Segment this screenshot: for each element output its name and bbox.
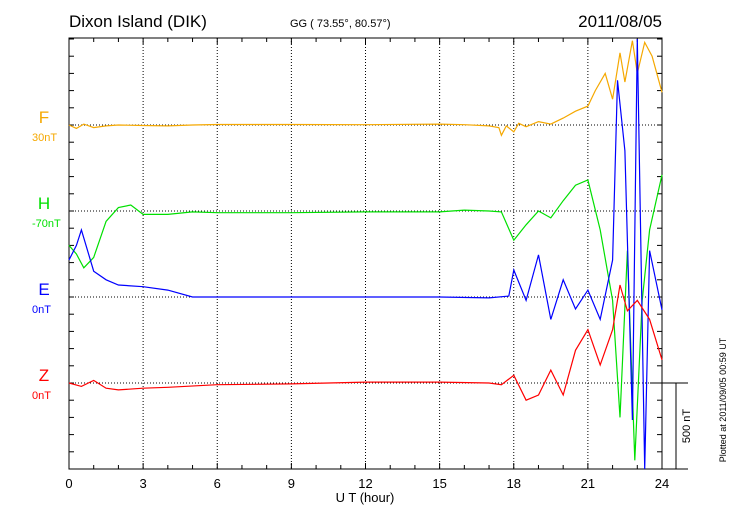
x-tick-label: 12 <box>358 476 372 491</box>
series-label-z: Z <box>39 366 49 385</box>
series-line-h <box>68 174 663 461</box>
x-axis-label: U T (hour) <box>336 490 395 505</box>
series-line-z <box>68 284 663 401</box>
x-tick-label: 24 <box>655 476 669 491</box>
series-label-f: F <box>39 108 49 127</box>
series-line-f <box>68 40 663 137</box>
series-offset-z: 0nT <box>32 390 51 402</box>
series-offset-h: -70nT <box>32 218 61 230</box>
x-tick-label: 15 <box>432 476 446 491</box>
x-tick-label: 21 <box>581 476 595 491</box>
station-coordinates: GG ( 73.55°, 80.57°) <box>290 18 391 30</box>
x-tick-label: 0 <box>65 476 72 491</box>
series-offset-e: 0nT <box>32 304 51 316</box>
x-tick-label: 3 <box>140 476 147 491</box>
x-tick-label: 6 <box>214 476 221 491</box>
x-tick-label: 18 <box>507 476 521 491</box>
plotted-note: Plotted at 2011/09/05 00:59 UT <box>718 337 728 462</box>
series-label-e: E <box>38 280 49 299</box>
chart-date: 2011/08/05 <box>578 12 662 31</box>
x-tick-label: 9 <box>288 476 295 491</box>
series-label-h: H <box>38 194 50 213</box>
series-line-e <box>68 38 663 470</box>
series-offset-f: 30nT <box>32 132 57 144</box>
scale-label: 500 nT <box>681 409 693 444</box>
chart-title: Dixon Island (DIK) <box>69 12 207 31</box>
